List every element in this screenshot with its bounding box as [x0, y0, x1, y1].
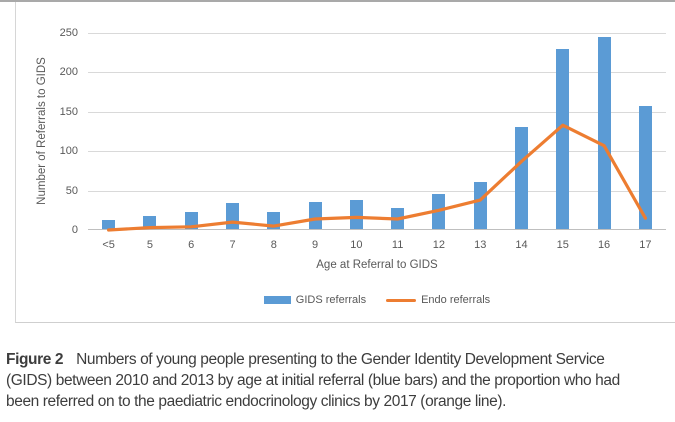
gridline	[88, 111, 666, 113]
figure-caption-line: (GIDS) between 2010 and 2013 by age at i…	[6, 372, 620, 389]
page-top-rule	[0, 0, 675, 2]
legend-bar-swatch	[263, 296, 291, 304]
y-axis-tick-label: 250	[59, 27, 78, 39]
figure-caption-label: Figure 2	[6, 351, 64, 368]
x-axis-tick-label: 16	[597, 239, 611, 251]
endo-referrals-line	[107, 123, 648, 232]
gids-referrals-bar	[638, 106, 652, 229]
gids-referrals-bar	[184, 211, 198, 229]
gids-referrals-bar	[473, 181, 487, 229]
figure-caption-line: Figure 2 Numbers of young people presenti…	[6, 349, 675, 370]
figure-caption-line: been referred on to the paediatric endoc…	[6, 393, 507, 410]
figure-caption: Figure 2 Numbers of young people presenti…	[6, 349, 675, 412]
x-axis-line	[88, 229, 666, 230]
figure-panel: Number of Referrals to GIDS 0 50 100 150 200…	[15, 2, 675, 323]
gridline	[88, 151, 666, 153]
x-axis-tick-label: 9	[312, 239, 319, 251]
x-axis-tick-label: 7	[229, 239, 236, 251]
x-axis-tick-label: 11	[391, 239, 404, 251]
legend-line-swatch	[386, 298, 417, 302]
plot-area	[88, 33, 666, 232]
gridline	[88, 33, 666, 34]
gids-referrals-bar	[102, 220, 116, 229]
legend-item: GIDS referrals	[263, 294, 367, 306]
legend-item: Endo referrals	[386, 294, 490, 306]
gids-referrals-bar	[349, 199, 363, 229]
x-axis-tick-label: <5	[102, 239, 115, 251]
x-axis-tick-label: 10	[350, 239, 363, 251]
x-axis-tick-label: 13	[474, 239, 487, 251]
legend-label: GIDS referrals	[295, 294, 367, 306]
figure-caption-text: Numbers of young people presenting to th…	[76, 351, 605, 368]
x-axis-tick-label: 14	[515, 239, 528, 251]
x-axis-title: Age at Referral to GIDS	[316, 259, 438, 271]
x-axis-tick-label: 5	[146, 239, 153, 251]
y-axis-tick-label: 50	[65, 184, 78, 197]
gids-referrals-bar	[515, 127, 528, 229]
gridline	[88, 72, 666, 74]
x-axis-tick-label: 15	[556, 239, 569, 251]
gridline	[88, 190, 666, 192]
gids-referrals-bar	[308, 202, 322, 229]
y-axis-tick-label: 0	[71, 224, 78, 236]
y-axis-tick-label: 200	[59, 66, 78, 79]
gids-referrals-chart: Number of Referrals to GIDS 0 50 100 150 200…	[16, 2, 675, 322]
legend-label: Endo referrals	[421, 294, 491, 306]
gids-referrals-bar	[597, 36, 611, 229]
x-axis-tick-label: 6	[188, 239, 195, 251]
x-axis-tick-label: 12	[432, 239, 446, 251]
y-axis-tick-label: 100	[59, 145, 78, 158]
gids-referrals-bar	[143, 215, 157, 229]
gids-referrals-bar	[556, 49, 570, 229]
chart-legend: GIDS referrals Endo referrals	[88, 294, 666, 306]
x-axis-tick-label: 17	[639, 239, 652, 251]
y-axis-tick-label: 150	[59, 105, 78, 118]
x-axis-tick-label: 8	[270, 239, 277, 251]
